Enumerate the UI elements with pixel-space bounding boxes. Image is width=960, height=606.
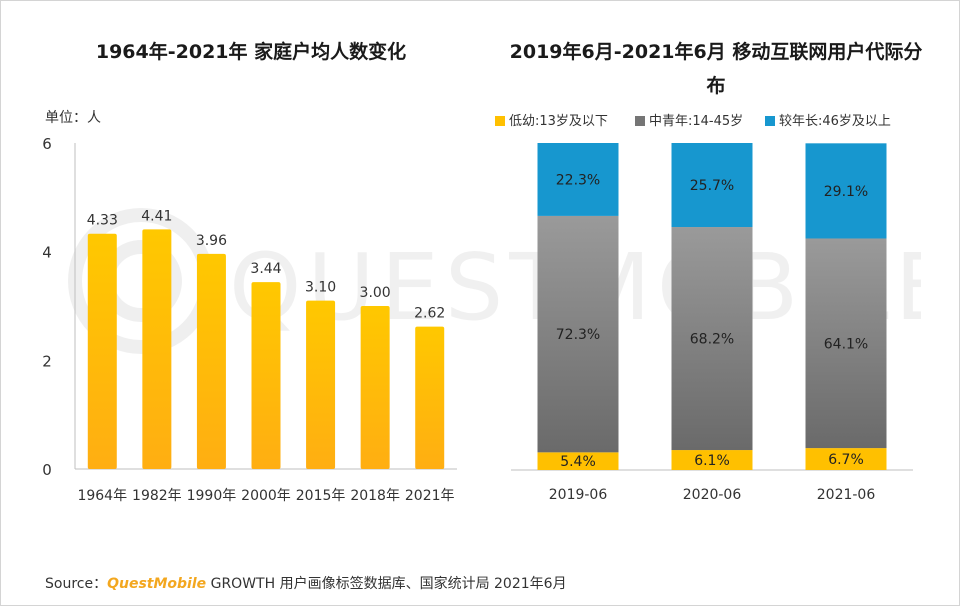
left-y-tick-label: 2 [42, 352, 52, 370]
legend-label-senior: 较年长:46岁及以上 [779, 114, 891, 129]
household-size-chart: 0 2 4 6 4.33 1964年 4.41 1982年 3.96 1990年 3.44 2000… [42, 135, 457, 504]
legend-swatch-middle [635, 116, 645, 126]
left-chart-bars [87, 229, 445, 469]
left-x-tick-label: 2018年 [350, 488, 400, 504]
legend-item-youth: 低幼:13岁及以下 [495, 111, 608, 133]
legend: 低幼:13岁及以下 中青年:14-45岁 较年长:46岁及以上 [489, 111, 929, 133]
source-text: GROWTH 用户画像标签数据库、国家统计局 2021年6月 [210, 576, 567, 592]
right-x-tick-label: 2020-06 [683, 487, 742, 503]
questmobile-brand: QuestMobile [107, 576, 207, 592]
generation-distribution-chart: 5.4% 72.3% 22.3% 2019-06 6.1% 68.2% 25.7% 2020-… [511, 143, 913, 503]
youth-segment [671, 450, 753, 470]
right-x-tick-label: 2021-06 [817, 487, 876, 503]
household-bar [415, 326, 445, 469]
household-bar-value: 2.62 [414, 306, 445, 322]
household-bar [360, 306, 390, 469]
senior-segment-label: 29.1% [824, 184, 868, 200]
household-bar-value: 4.33 [87, 213, 118, 229]
household-bar-value: 4.41 [141, 208, 172, 224]
middle-segment [805, 238, 887, 449]
household-bar [306, 300, 336, 469]
legend-label-middle: 中青年:14-45岁 [649, 114, 744, 129]
senior-segment-label: 25.7% [690, 178, 734, 194]
middle-segment-label: 64.1% [824, 336, 868, 352]
legend-label-youth: 低幼:13岁及以下 [509, 114, 608, 129]
left-y-tick-label: 6 [42, 135, 52, 153]
youth-segment-label: 6.1% [694, 453, 730, 469]
left-x-tick-label: 2000年 [241, 488, 291, 504]
household-bar-value: 3.96 [196, 233, 227, 249]
household-bar [142, 229, 172, 469]
legend-item-senior: 较年长:46岁及以上 [765, 111, 891, 133]
senior-segment [805, 143, 887, 239]
right-chart-bars [537, 143, 887, 470]
left-x-tick-label: 1990年 [187, 488, 237, 504]
middle-segment-label: 72.3% [556, 327, 600, 343]
youth-segment [537, 452, 619, 470]
household-bar-value: 3.44 [250, 261, 281, 277]
senior-segment [537, 143, 619, 216]
right-x-tick-label: 2019-06 [549, 487, 608, 503]
household-bar [87, 233, 117, 469]
youth-segment-label: 5.4% [560, 454, 596, 470]
household-bar-value: 3.10 [305, 280, 336, 296]
youth-segment [805, 448, 887, 470]
household-bar [251, 282, 281, 469]
left-x-tick-label: 2021年 [405, 488, 455, 504]
senior-segment [671, 143, 753, 228]
legend-item-middle: 中青年:14-45岁 [635, 111, 743, 133]
right-chart-title: 2019年6月-2021年6月 移动互联网用户代际分布 [509, 41, 923, 97]
youth-segment-label: 6.7% [828, 452, 864, 468]
middle-segment-label: 68.2% [690, 332, 734, 348]
left-x-tick-label: 2015年 [296, 488, 346, 504]
household-bar-value: 3.00 [360, 285, 391, 301]
legend-swatch-senior [765, 116, 775, 126]
left-chart-labels: 4.33 1964年 4.41 1982年 3.96 1990年 3.44 2000年 3.10… [77, 208, 454, 504]
senior-segment-label: 22.3% [556, 172, 600, 188]
source-prefix: Source： [45, 576, 108, 592]
left-y-tick-label: 0 [42, 461, 52, 479]
legend-swatch-youth [495, 116, 505, 126]
left-chart-title: 1964年-2021年 家庭户均人数变化 [95, 41, 407, 63]
left-chart-axes: 0 2 4 6 [42, 135, 457, 479]
left-x-tick-label: 1982年 [132, 488, 182, 504]
middle-segment [537, 215, 619, 453]
right-chart-labels: 5.4% 72.3% 22.3% 2019-06 6.1% 68.2% 25.7% 2020-… [549, 172, 876, 503]
left-x-tick-label: 1964年 [77, 488, 127, 504]
source-note: Source：QuestMobile GROWTH 用户画像标签数据库、国家统计… [45, 573, 567, 593]
household-bar [196, 253, 226, 469]
middle-segment [671, 227, 753, 451]
left-y-tick-label: 4 [42, 244, 52, 262]
unit-label: 单位：人 [45, 110, 101, 126]
